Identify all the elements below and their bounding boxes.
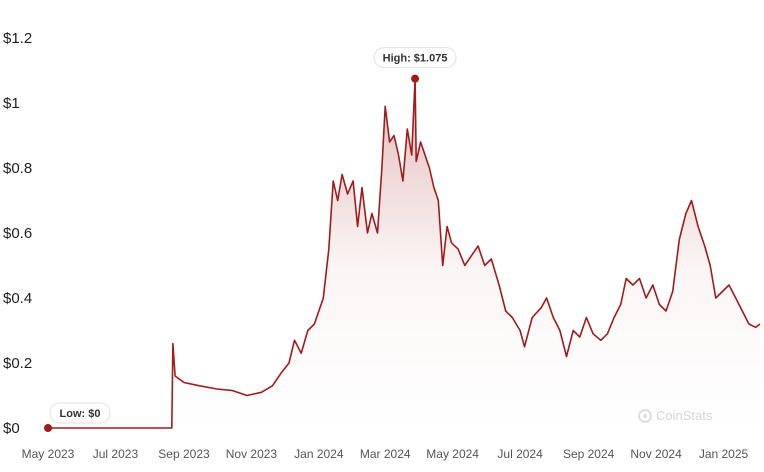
x-tick-label: Sep 2024	[563, 447, 615, 461]
price-line	[48, 77, 761, 429]
y-tick-label: $1	[3, 95, 20, 112]
low-callout-box	[49, 402, 111, 424]
y-tick-label: $0.6	[3, 225, 32, 242]
high-marker	[411, 74, 420, 83]
low-callout-label: Low: $0	[60, 408, 101, 420]
coinstats-logo-icon	[638, 408, 652, 423]
x-tick-label: Jan 2025	[699, 447, 749, 461]
x-tick-label: Jul 2023	[93, 447, 139, 461]
y-tick-label: $0	[3, 420, 20, 437]
y-tick-label: $0.4	[3, 290, 32, 307]
x-axis: May 2023 Jul 2023 Sep 2023 Nov 2023 Jan 2024…	[22, 447, 749, 461]
watermark-text: CoinStats	[656, 408, 713, 423]
y-tick-label: $0.8	[3, 160, 32, 177]
high-callout-box	[373, 47, 457, 69]
coinstats-watermark: CoinStats	[638, 408, 712, 423]
annotations: High: $1.075 Low: $0	[44, 47, 457, 432]
y-tick-label: $1.2	[3, 30, 32, 47]
x-tick-label: May 2023	[22, 447, 75, 461]
y-axis: $0 $0.2 $0.4 $0.6 $0.8 $1 $1.2	[3, 30, 32, 437]
x-tick-label: Jan 2024	[294, 447, 344, 461]
x-tick-label: Sep 2023	[158, 447, 210, 461]
high-callout-label: High: $1.075	[383, 53, 448, 65]
x-tick-label: Nov 2023	[226, 447, 278, 461]
x-tick-label: May 2024	[426, 447, 479, 461]
y-tick-label: $0.2	[3, 355, 32, 372]
low-marker	[44, 424, 52, 432]
x-tick-label: Nov 2024	[630, 447, 682, 461]
x-tick-label: Jul 2024	[497, 447, 543, 461]
x-tick-label: Mar 2024	[360, 447, 411, 461]
price-area-fill	[48, 78, 760, 428]
